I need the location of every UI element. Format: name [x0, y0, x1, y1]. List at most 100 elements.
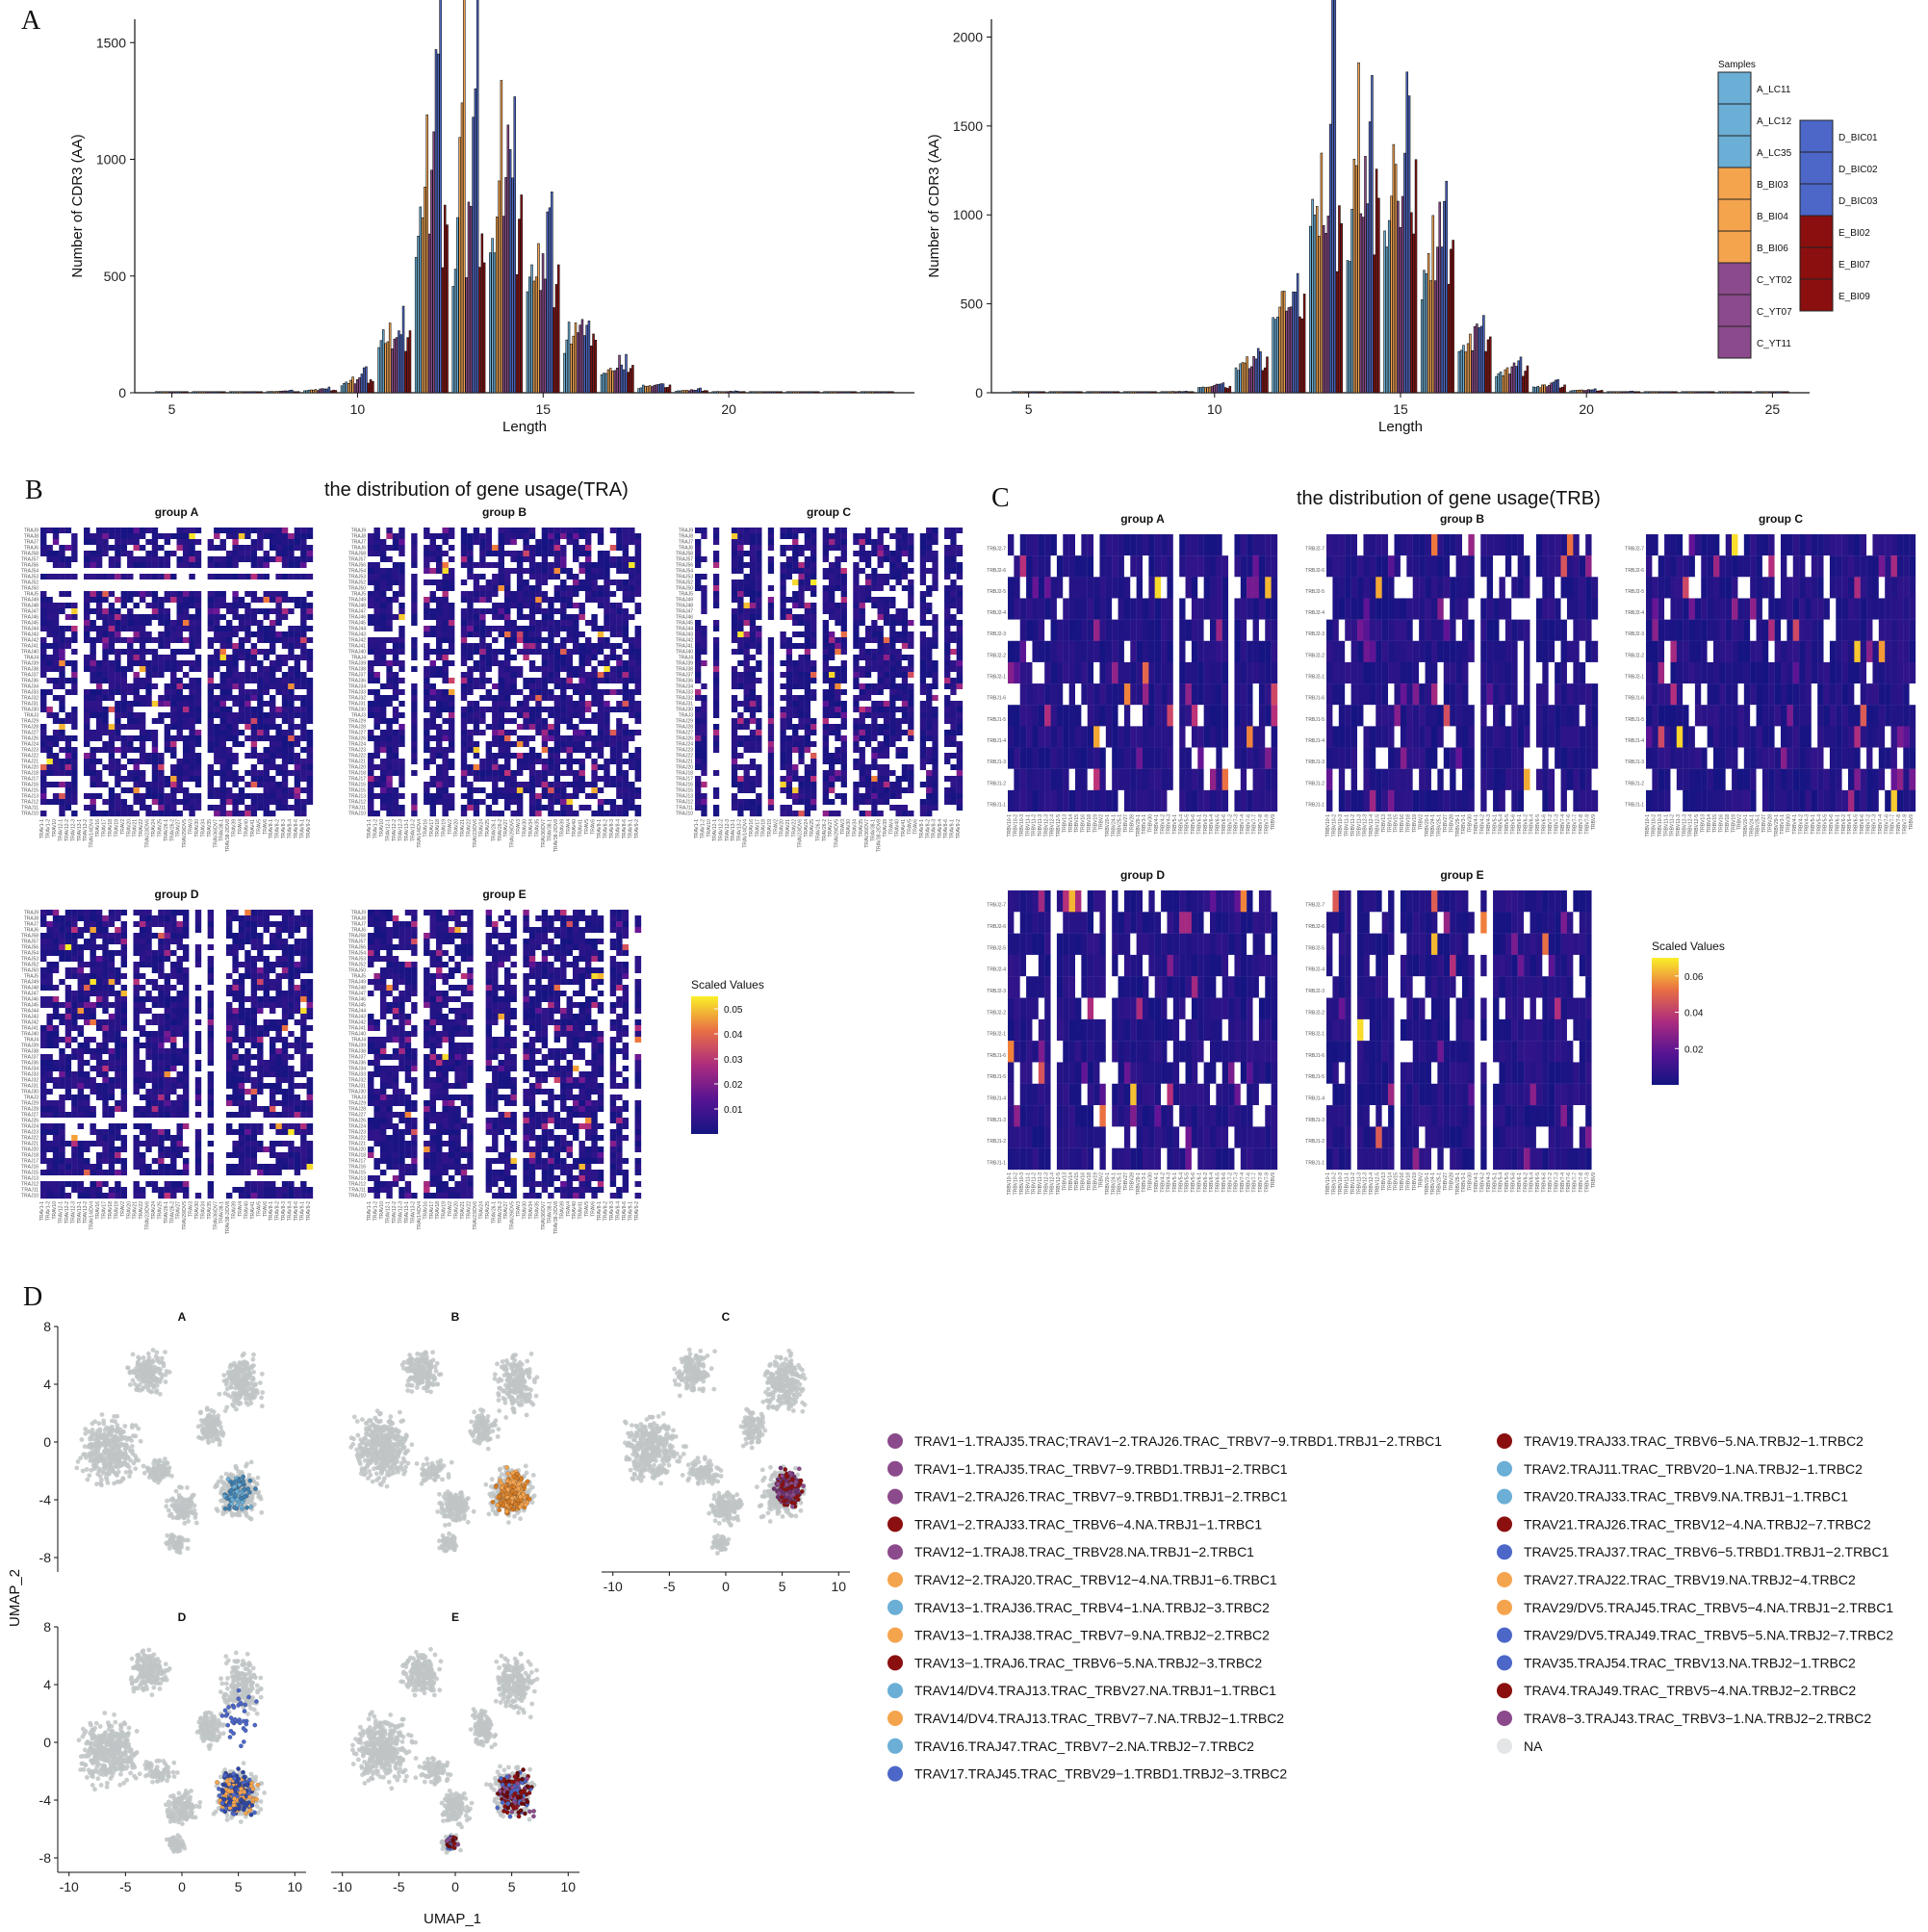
- heatmap-cell: [597, 545, 604, 552]
- heatmap-cell: [429, 776, 437, 783]
- heatmap-cell: [485, 678, 493, 684]
- heatmap-cell: [368, 528, 374, 534]
- heatmap-cell: [429, 539, 437, 546]
- heatmap-cell: [535, 568, 542, 575]
- bar: [766, 391, 770, 394]
- heatmap-col-label: TRAV39: [232, 819, 238, 837]
- heatmap-cell: [566, 759, 574, 765]
- bar: [1115, 391, 1118, 394]
- heatmap-cell: [244, 811, 251, 817]
- heatmap-cell: [46, 770, 54, 777]
- heatmap-cell: [609, 585, 617, 592]
- heatmap-cell: [609, 626, 617, 632]
- heatmap-cell: [454, 712, 461, 719]
- bar: [1687, 391, 1690, 394]
- heatmap-cell: [535, 580, 542, 586]
- heatmap-cell: [528, 551, 536, 557]
- bar: [391, 348, 394, 394]
- heatmap-cell: [40, 678, 47, 684]
- heatmap-cell: [115, 672, 121, 679]
- bar: [1452, 240, 1454, 394]
- bar: [1191, 391, 1195, 394]
- heatmap-cell: [591, 660, 598, 667]
- heatmap-cell: [139, 730, 146, 736]
- bar: [474, 88, 477, 394]
- heatmap-cell: [373, 701, 381, 708]
- heatmap-cell: [164, 620, 171, 627]
- bar: [238, 391, 241, 394]
- heatmap-cell: [541, 649, 549, 656]
- heatmap-cell: [95, 556, 103, 563]
- heatmap-cell: [120, 782, 128, 788]
- heatmap-cell: [504, 591, 511, 598]
- heatmap-cell: [373, 718, 381, 725]
- heatmap-cell: [460, 747, 468, 754]
- heatmap-cell: [244, 649, 251, 656]
- heatmap-cell: [40, 649, 47, 656]
- bar: [398, 330, 400, 394]
- heatmap-cell: [516, 649, 524, 656]
- heatmap-cell: [616, 562, 623, 569]
- heatmap-cell: [71, 695, 78, 702]
- heatmap-cell: [404, 770, 412, 777]
- heatmap-cell: [306, 741, 314, 748]
- bar: [1324, 233, 1327, 394]
- heatmap-cell: [90, 695, 97, 702]
- heatmap-cell: [485, 712, 493, 719]
- heatmap-cell: [281, 770, 289, 777]
- heatmap-cell: [398, 730, 405, 736]
- bar: [268, 391, 271, 394]
- bar: [1563, 384, 1566, 394]
- heatmap-cell: [429, 533, 437, 540]
- heatmap-cell: [479, 672, 486, 679]
- bar: [279, 391, 283, 394]
- heatmap-cell: [189, 580, 195, 586]
- bar: [810, 391, 813, 394]
- heatmap-cell: [548, 597, 554, 604]
- heatmap-cell: [411, 551, 418, 557]
- bar: [768, 391, 772, 394]
- panel-letter-d: D: [23, 1282, 42, 1312]
- bar: [1042, 391, 1045, 394]
- heatmap-cell: [214, 730, 220, 736]
- heatmap-cell: [194, 689, 202, 696]
- heatmap-cell: [523, 782, 529, 788]
- heatmap-cell: [535, 637, 542, 644]
- heatmap-cell: [460, 741, 468, 748]
- heatmap-cell: [225, 574, 233, 580]
- heatmap-cell: [269, 631, 276, 638]
- heatmap-cell: [52, 735, 60, 742]
- heatmap-cell: [609, 741, 617, 748]
- heatmap-cell: [59, 707, 65, 713]
- heatmap-cell: [201, 764, 208, 771]
- heatmap-cell: [139, 747, 146, 754]
- bar: [193, 391, 197, 394]
- heatmap-cell: [498, 718, 505, 725]
- heatmap-cell: [158, 562, 165, 569]
- heatmap-cell: [201, 724, 208, 731]
- heatmap-cell: [306, 695, 314, 702]
- heatmap-cell: [306, 735, 314, 742]
- heatmap-cell: [294, 631, 301, 638]
- heatmap-cell: [139, 603, 146, 609]
- heatmap-cell: [454, 533, 461, 540]
- heatmap-cell: [214, 678, 220, 684]
- heatmap-cell: [250, 724, 258, 731]
- heatmap-cell: [46, 718, 54, 725]
- heatmap-cell: [553, 551, 561, 557]
- heatmap-cell: [553, 683, 561, 690]
- heatmap-row-label: TRAJ4: [24, 656, 39, 661]
- heatmap-cell: [424, 585, 430, 592]
- heatmap-cell: [604, 620, 610, 627]
- bar: [1287, 307, 1291, 394]
- heatmap-cell: [194, 597, 202, 604]
- heatmap-cell: [373, 608, 381, 615]
- heatmap-cell: [300, 614, 307, 621]
- heatmap-cell: [238, 528, 245, 534]
- heatmap-cell: [523, 608, 529, 615]
- heatmap-cell: [139, 764, 146, 771]
- heatmap-cell: [548, 626, 554, 632]
- heatmap-cell: [479, 574, 486, 580]
- heatmap-cell: [584, 759, 592, 765]
- heatmap-cell: [46, 620, 54, 627]
